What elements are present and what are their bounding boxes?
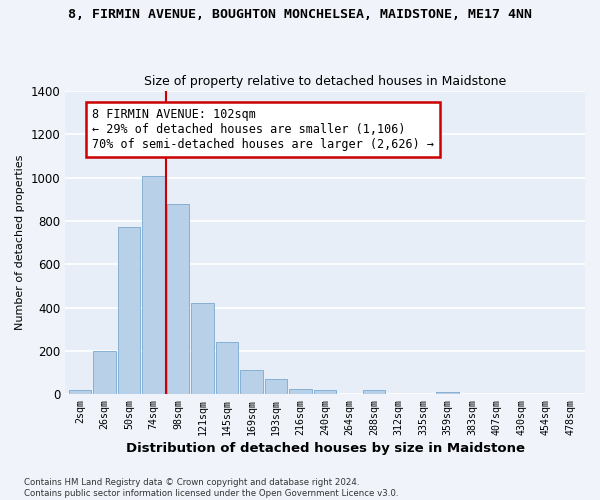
Text: 8 FIRMIN AVENUE: 102sqm
← 29% of detached houses are smaller (1,106)
70% of semi: 8 FIRMIN AVENUE: 102sqm ← 29% of detache… bbox=[92, 108, 434, 152]
Bar bbox=[118, 228, 140, 394]
Y-axis label: Number of detached properties: Number of detached properties bbox=[15, 155, 25, 330]
Title: Size of property relative to detached houses in Maidstone: Size of property relative to detached ho… bbox=[144, 76, 506, 88]
Bar bbox=[240, 370, 263, 394]
Bar bbox=[363, 390, 385, 394]
Bar bbox=[436, 392, 459, 394]
Bar bbox=[314, 390, 337, 394]
Text: 8, FIRMIN AVENUE, BOUGHTON MONCHELSEA, MAIDSTONE, ME17 4NN: 8, FIRMIN AVENUE, BOUGHTON MONCHELSEA, M… bbox=[68, 8, 532, 20]
Bar bbox=[265, 379, 287, 394]
Bar bbox=[191, 304, 214, 394]
Bar bbox=[216, 342, 238, 394]
Bar bbox=[142, 176, 165, 394]
Bar bbox=[93, 351, 116, 394]
X-axis label: Distribution of detached houses by size in Maidstone: Distribution of detached houses by size … bbox=[125, 442, 524, 455]
Bar bbox=[289, 389, 312, 394]
Text: Contains HM Land Registry data © Crown copyright and database right 2024.
Contai: Contains HM Land Registry data © Crown c… bbox=[24, 478, 398, 498]
Bar bbox=[68, 390, 91, 394]
Bar bbox=[167, 204, 189, 394]
